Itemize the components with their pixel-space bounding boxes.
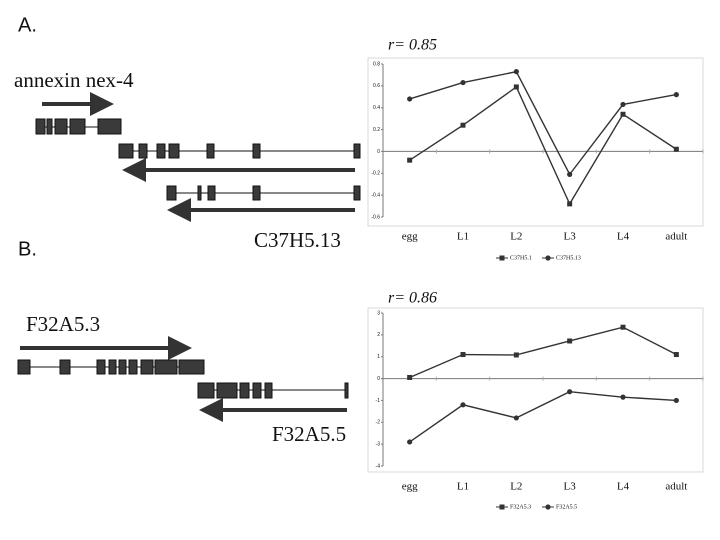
x-tick-label: egg bbox=[402, 481, 418, 493]
y-tick-label: 1 bbox=[377, 354, 380, 360]
y-tick-label: -0.4 bbox=[371, 192, 380, 198]
gene-label: F32A5.3 bbox=[26, 312, 100, 336]
marker bbox=[620, 394, 626, 400]
y-tick-label: -2 bbox=[376, 420, 381, 426]
y-tick-label: -1 bbox=[376, 398, 381, 404]
marker bbox=[673, 352, 679, 358]
x-tick-label: L4 bbox=[617, 231, 630, 243]
gene-label: annexin nex-4 bbox=[14, 68, 134, 92]
annotation: r= 0.85 bbox=[388, 37, 437, 54]
gene-label: F32A5.5 bbox=[272, 422, 346, 446]
plot-frame bbox=[367, 307, 704, 473]
marker bbox=[407, 374, 413, 380]
marker bbox=[673, 92, 679, 98]
y-tick-label: 0 bbox=[377, 149, 380, 155]
x-tick-label: egg bbox=[402, 231, 418, 243]
marker bbox=[460, 122, 466, 128]
x-tick-label: L3 bbox=[564, 231, 577, 243]
marker bbox=[620, 111, 626, 117]
y-tick-label: -3 bbox=[376, 441, 381, 447]
y-tick-label: 2 bbox=[377, 332, 380, 338]
y-tick-label: 3 bbox=[377, 310, 380, 316]
x-tick-label: L1 bbox=[457, 231, 469, 243]
marker bbox=[499, 255, 505, 261]
legend-label: C37H5.1 bbox=[510, 255, 532, 261]
x-tick-label: L2 bbox=[510, 481, 522, 493]
legend-label: C37H5.13 bbox=[556, 255, 581, 261]
x-tick-label: adult bbox=[665, 231, 687, 243]
x-tick-label: adult bbox=[665, 481, 687, 493]
y-tick-label: -0.6 bbox=[371, 214, 380, 220]
panel-label: A. bbox=[18, 14, 37, 36]
marker bbox=[620, 324, 626, 330]
gene-diagram-b bbox=[17, 336, 349, 422]
marker bbox=[673, 146, 679, 152]
gene-diagram-a bbox=[35, 92, 361, 222]
y-tick-label: 0.4 bbox=[373, 105, 380, 111]
x-tick-label: L3 bbox=[564, 481, 577, 493]
gene-label: C37H5.13 bbox=[254, 228, 341, 252]
marker bbox=[460, 402, 466, 408]
marker bbox=[567, 389, 573, 395]
marker bbox=[567, 201, 573, 207]
legend-label: F32A5.3 bbox=[510, 504, 531, 510]
y-tick-label: 0.6 bbox=[373, 83, 380, 89]
marker bbox=[407, 157, 413, 163]
plot-frame bbox=[367, 57, 704, 227]
x-tick-label: L4 bbox=[617, 481, 630, 493]
y-tick-label: 0.8 bbox=[373, 61, 380, 67]
y-tick-label: 0 bbox=[377, 376, 380, 382]
marker bbox=[460, 79, 466, 86]
marker bbox=[620, 101, 626, 108]
panel-label: B. bbox=[18, 238, 37, 260]
series-line bbox=[409, 70, 677, 176]
marker bbox=[513, 69, 519, 75]
marker bbox=[673, 397, 679, 404]
marker bbox=[513, 415, 519, 421]
marker bbox=[567, 338, 573, 344]
marker bbox=[545, 255, 551, 261]
y-tick-label: 0.2 bbox=[373, 127, 380, 133]
marker bbox=[407, 439, 413, 445]
legend-label: F32A5.5 bbox=[556, 504, 577, 510]
y-tick-label: -0.2 bbox=[371, 171, 380, 177]
series-line bbox=[409, 390, 677, 443]
series-line bbox=[409, 85, 677, 206]
x-tick-label: L1 bbox=[457, 481, 469, 493]
annotation: r= 0.86 bbox=[388, 290, 437, 307]
marker bbox=[513, 84, 519, 90]
marker bbox=[499, 504, 505, 510]
y-tick-label: -4 bbox=[376, 463, 381, 469]
marker bbox=[407, 96, 413, 102]
marker bbox=[513, 352, 519, 358]
marker bbox=[460, 352, 466, 358]
marker bbox=[545, 504, 551, 510]
x-tick-label: L2 bbox=[510, 231, 522, 243]
series-line bbox=[409, 326, 677, 379]
marker bbox=[567, 171, 573, 177]
